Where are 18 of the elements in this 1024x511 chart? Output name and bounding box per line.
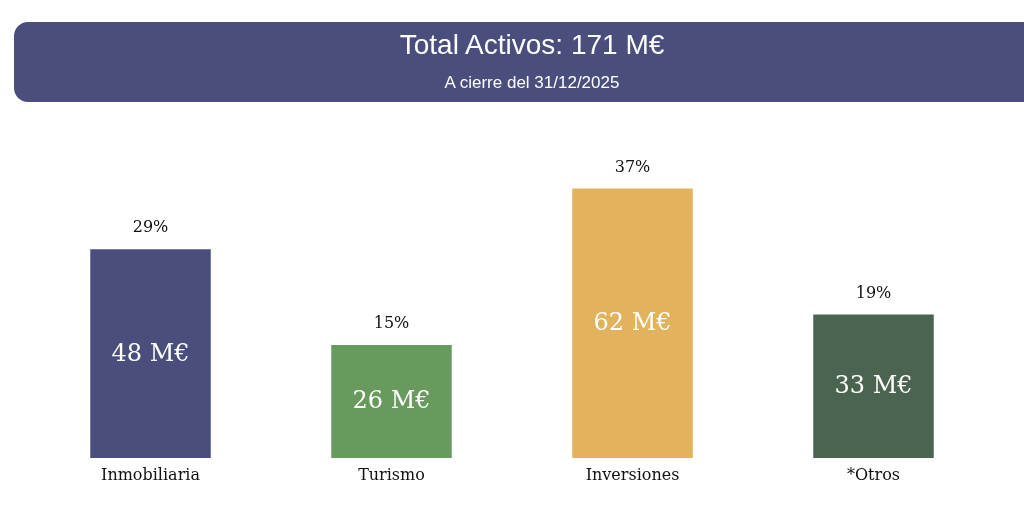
data-label: 26 M€ — [352, 386, 431, 415]
annotation: 37% — [614, 156, 651, 176]
annotation: 15% — [373, 312, 410, 332]
bar — [572, 188, 693, 458]
x-tick-label: Turismo — [358, 464, 425, 484]
chart-subtitle: A cierre del 31/12/2025 — [444, 73, 620, 92]
annotation: 29% — [132, 217, 169, 237]
annotation: 19% — [855, 282, 892, 302]
x-tick-label: Inmobiliaria — [101, 464, 201, 484]
data-label: 62 M€ — [593, 308, 672, 337]
bar — [331, 344, 452, 458]
chart-title: Total Activos: 171 M€ — [399, 29, 665, 60]
data-label: 33 M€ — [834, 371, 913, 400]
bar — [90, 249, 211, 458]
x-tick-label: *Otros — [846, 464, 901, 484]
data-label: 48 M€ — [111, 338, 190, 367]
bar — [813, 314, 934, 458]
x-tick-label: Inversiones — [585, 464, 680, 484]
